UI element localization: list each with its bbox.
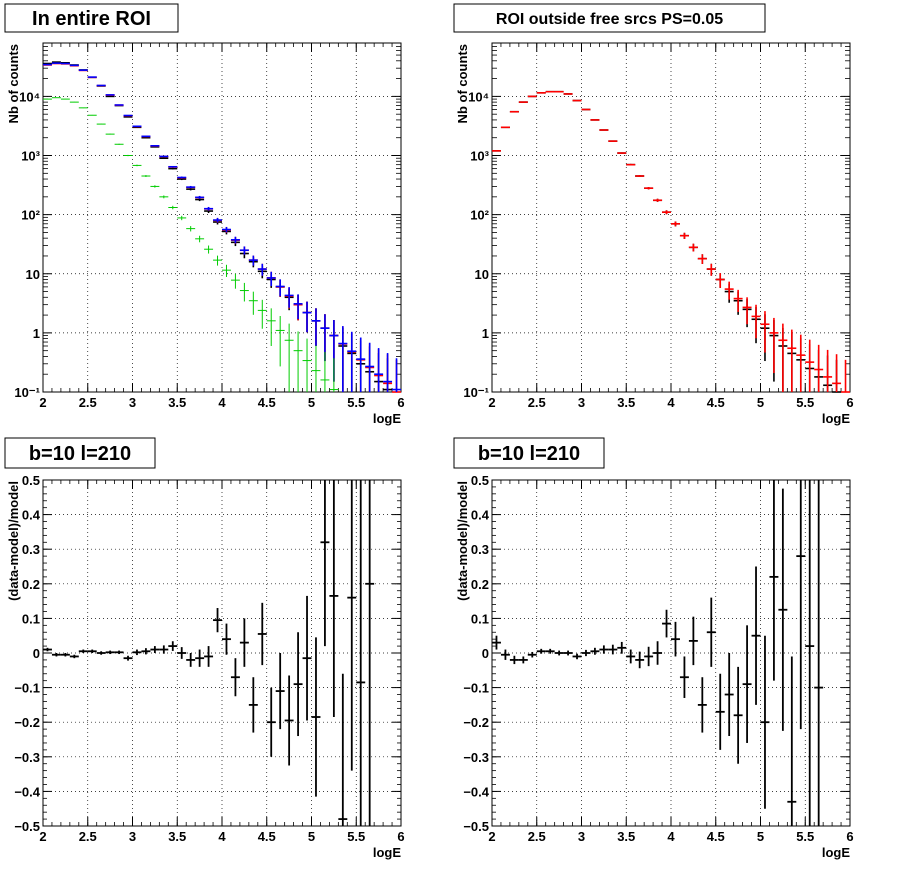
x-tick-label: 3.5 — [617, 829, 635, 844]
x-tick-label: 6 — [397, 395, 404, 410]
x-tick-label: 3 — [129, 829, 136, 844]
x-tick-label: 2 — [488, 829, 495, 844]
y-tick-label: 0 — [33, 646, 40, 661]
y-tick-label: 10⁴ — [468, 89, 489, 104]
x-tick-label: 2 — [488, 395, 495, 410]
y-tick-label: 0.2 — [471, 577, 489, 592]
chart-title-box — [4, 437, 156, 469]
x-tick-label: 5.5 — [347, 395, 365, 410]
y-tick-label: 0.5 — [471, 473, 489, 488]
chart-panel-2: ROI outside free srcs PS=0.05 2 2.5 3 3.5 4 4.… — [453, 3, 854, 426]
x-tick-label: 4 — [667, 829, 675, 844]
chart-title: ROI outside free srcs PS=0.05 — [496, 11, 723, 28]
y-tick-label: 0.1 — [471, 611, 489, 626]
chart-panel-4: b=10 l=210 2 2.5 3 3.5 4 4.5 5 5.5 6 −0.5 −0.4 −0.3 −… — [453, 437, 854, 860]
x-tick-label: 4.5 — [258, 395, 276, 410]
y-tick-label: 10³ — [21, 149, 40, 164]
y-tick-label: 10 — [26, 267, 40, 282]
y-tick-label: −0.4 — [463, 784, 489, 799]
x-tick-label: 5.5 — [796, 395, 814, 410]
x-tick-label: 2.5 — [528, 829, 546, 844]
x-axis-label: logE — [373, 845, 401, 860]
x-tick-label: 2.5 — [79, 829, 97, 844]
y-axis-label: (data-model)/model — [6, 481, 21, 601]
y-tick-label: 10² — [470, 208, 489, 223]
x-tick-label: 3 — [578, 395, 585, 410]
x-tick-label: 4 — [218, 395, 226, 410]
y-axis-label: Nb of counts — [455, 44, 470, 123]
y-tick-label: −0.2 — [14, 715, 40, 730]
x-tick-label: 6 — [846, 829, 853, 844]
residual-series — [43, 480, 375, 826]
x-axis-label: logE — [822, 845, 850, 860]
y-tick-label: 0 — [482, 646, 489, 661]
x-tick-label: 3.5 — [617, 395, 635, 410]
y-tick-label: 0.4 — [22, 508, 41, 523]
y-tick-label: 10⁻¹ — [14, 385, 40, 400]
chart-title-box — [4, 3, 179, 33]
x-tick-label: 5 — [308, 395, 315, 410]
x-tick-label: 6 — [846, 395, 853, 410]
x-tick-label: 2 — [39, 395, 46, 410]
series-2 — [492, 90, 850, 393]
x-tick-label: 2.5 — [528, 395, 546, 410]
x-axis-label: logE — [373, 411, 401, 426]
plot-frame — [491, 42, 851, 393]
series-3 — [43, 62, 401, 392]
y-tick-label: 0.1 — [22, 611, 40, 626]
x-tick-label: 6 — [397, 829, 404, 844]
chart-title: b=10 l=210 — [29, 443, 131, 465]
x-tick-label: 4 — [667, 395, 675, 410]
y-tick-label: −0.4 — [14, 784, 40, 799]
y-tick-label: 0.5 — [22, 473, 40, 488]
x-tick-label: 3.5 — [168, 395, 186, 410]
y-tick-label: −0.5 — [463, 819, 489, 834]
series-4 — [43, 97, 339, 392]
y-tick-label: 0.3 — [471, 542, 489, 557]
chart-title: In entire ROI — [32, 8, 151, 30]
x-tick-label: 5 — [757, 829, 764, 844]
y-tick-label: −0.1 — [14, 681, 40, 696]
x-axis-label: logE — [822, 411, 850, 426]
y-tick-label: 0.2 — [22, 577, 40, 592]
x-tick-label: 4.5 — [258, 829, 276, 844]
x-tick-label: 3.5 — [168, 829, 186, 844]
y-tick-label: 10⁻¹ — [463, 385, 489, 400]
x-tick-label: 5 — [308, 829, 315, 844]
y-tick-label: −0.3 — [14, 750, 40, 765]
x-tick-label: 3 — [578, 829, 585, 844]
chart-title-box — [453, 437, 605, 469]
chart-title: b=10 l=210 — [478, 443, 580, 465]
y-tick-label: 1 — [33, 326, 40, 341]
y-tick-label: −0.2 — [463, 715, 489, 730]
y-tick-label: 10⁴ — [19, 89, 40, 104]
y-tick-label: 1 — [482, 326, 489, 341]
y-tick-label: −0.5 — [14, 819, 40, 834]
chart-panel-1: In entire ROI 2 2.5 3 3.5 4 4.5 5 5.5 6 10⁻¹ 1 10 10²… — [4, 3, 405, 426]
y-tick-label: −0.1 — [463, 681, 489, 696]
x-tick-label: 2.5 — [79, 395, 97, 410]
y-tick-label: 10³ — [470, 149, 489, 164]
y-axis-label: Nb of counts — [6, 44, 21, 123]
y-tick-label: 10² — [21, 208, 40, 223]
x-tick-label: 4.5 — [707, 829, 725, 844]
y-tick-label: 10 — [475, 267, 489, 282]
x-tick-label: 5.5 — [347, 829, 365, 844]
chart-title-box — [453, 3, 766, 33]
chart-panel-3: b=10 l=210 2 2.5 3 3.5 4 4.5 5 5.5 6 −0.5 −0.4 −0.3 −… — [4, 437, 405, 860]
x-tick-label: 5 — [757, 395, 764, 410]
x-tick-label: 2 — [39, 829, 46, 844]
x-tick-label: 5.5 — [796, 829, 814, 844]
x-tick-label: 3 — [129, 395, 136, 410]
y-tick-label: 0.3 — [22, 542, 40, 557]
x-tick-label: 4.5 — [707, 395, 725, 410]
y-tick-label: −0.3 — [463, 750, 489, 765]
residual-series — [492, 480, 824, 826]
plot-frame — [42, 42, 402, 393]
x-tick-label: 4 — [218, 829, 226, 844]
y-axis-label: (data-model)/model — [455, 481, 470, 601]
y-tick-label: 0.4 — [471, 508, 490, 523]
